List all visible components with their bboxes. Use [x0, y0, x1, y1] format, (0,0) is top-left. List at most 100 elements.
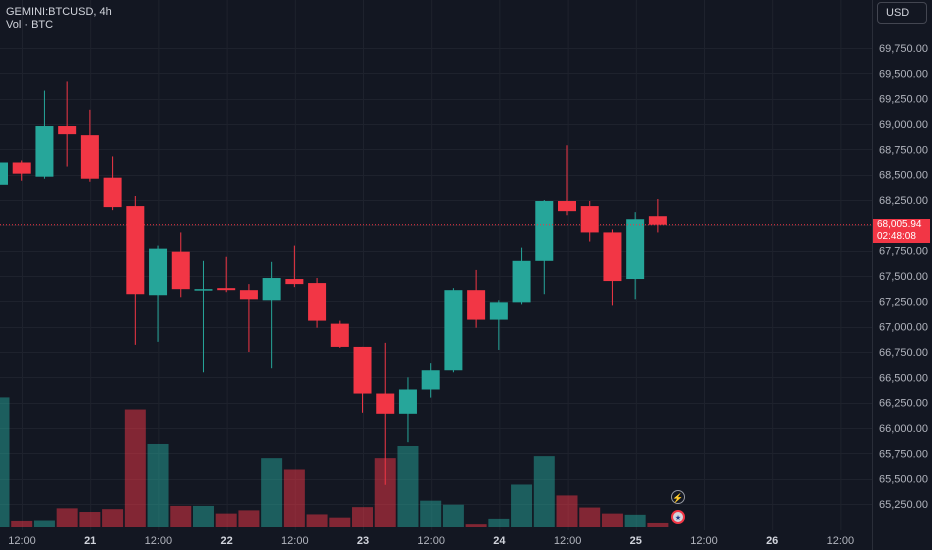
candle-body — [217, 288, 236, 291]
lightning-icon[interactable]: ⚡ — [671, 490, 685, 504]
volume-bar — [420, 500, 442, 527]
currency-button[interactable]: USD — [877, 2, 927, 24]
volume-bar — [442, 504, 464, 527]
candle-body — [421, 370, 440, 390]
candle-body — [580, 206, 599, 233]
volume-bar — [261, 458, 283, 527]
time-tick-label: 24 — [493, 535, 506, 547]
candle — [603, 229, 622, 306]
volume-bar — [647, 522, 669, 527]
price-tick-label: 67,000.00 — [879, 322, 928, 334]
volume-bar — [397, 446, 419, 527]
volume-bar — [124, 409, 146, 527]
volume-bar — [374, 458, 396, 527]
volume-bar — [579, 507, 601, 527]
volume-bar — [329, 517, 351, 527]
candle — [239, 284, 258, 352]
volume-bar — [283, 469, 305, 527]
candle-body — [262, 278, 281, 301]
candle — [467, 269, 486, 328]
candle — [35, 90, 54, 179]
candle-body — [535, 201, 554, 261]
last-price-tag: 68,005.94 02:48:08 — [873, 219, 930, 243]
candle — [171, 232, 190, 298]
candle-body — [467, 290, 486, 320]
candle — [194, 260, 213, 373]
candle — [444, 288, 463, 373]
candle-body — [353, 346, 372, 394]
time-tick-label: 12:00 — [417, 535, 445, 547]
volume-bar — [306, 514, 328, 527]
candle-body — [149, 248, 168, 296]
price-tick-label: 65,750.00 — [879, 448, 928, 460]
candle — [308, 278, 327, 328]
candle — [80, 109, 99, 182]
candle-body — [376, 393, 395, 414]
candle — [535, 200, 554, 295]
candle-body — [398, 389, 417, 414]
price-tick-label: 68,500.00 — [879, 170, 928, 182]
volume-bar — [0, 397, 10, 527]
price-tick-label: 66,000.00 — [879, 423, 928, 435]
candle-body — [80, 135, 99, 179]
volume-bar — [11, 520, 33, 527]
candle-body — [512, 260, 531, 303]
price-tick-label: 66,500.00 — [879, 372, 928, 384]
time-tick-label: 12:00 — [690, 535, 718, 547]
volume-bar — [533, 456, 555, 527]
price-tick-label: 65,500.00 — [879, 474, 928, 486]
volume-bar — [511, 484, 533, 527]
candle-body — [489, 302, 508, 320]
price-candles — [0, 81, 667, 485]
candle — [285, 245, 304, 288]
candle — [126, 195, 145, 345]
candle-body — [35, 126, 54, 177]
candle — [103, 156, 122, 211]
candle-body — [330, 323, 349, 347]
price-tick-label: 68,250.00 — [879, 195, 928, 207]
price-tick-label: 67,750.00 — [879, 246, 928, 258]
candle — [489, 300, 508, 350]
candle — [421, 363, 440, 398]
price-axis-labels: 69,750.00 69,500.00 69,250.00 69,000.00 68,7… — [879, 43, 928, 511]
volume-bar — [352, 507, 374, 527]
price-tick-label: 66,250.00 — [879, 398, 928, 410]
candle-body — [558, 201, 576, 212]
candle-body — [194, 289, 213, 291]
volume-bar — [102, 509, 124, 527]
candle-body — [126, 206, 145, 295]
candle — [376, 342, 395, 485]
volume-bar — [79, 512, 101, 527]
candle — [262, 261, 281, 369]
candle-body — [603, 232, 622, 282]
time-tick-label: 22 — [220, 535, 232, 547]
volume-bar — [465, 524, 487, 527]
candle-body — [0, 162, 8, 185]
price-tick-label: 67,250.00 — [879, 296, 928, 308]
candle-body — [648, 216, 667, 225]
volume-bar — [624, 514, 646, 527]
us-flag-icon[interactable]: ★ — [671, 510, 685, 524]
volume-bar — [33, 520, 55, 527]
candle-body — [444, 290, 463, 371]
bar-countdown: 02:48:08 — [877, 231, 916, 242]
time-tick-label: 12:00 — [827, 535, 855, 547]
price-tick-label: 66,750.00 — [879, 347, 928, 359]
candle — [558, 145, 576, 216]
volume-bar — [215, 513, 237, 527]
candle-body — [103, 177, 122, 208]
volume-bar — [147, 443, 169, 527]
price-tick-label: 69,000.00 — [879, 119, 928, 131]
volume-bar — [556, 495, 578, 527]
candle-body — [626, 219, 645, 280]
candle — [353, 346, 372, 413]
symbol-title: GEMINI:BTCUSD, 4h — [6, 6, 112, 18]
price-tick-label: 69,750.00 — [879, 43, 928, 55]
candle — [398, 377, 417, 443]
candle — [626, 212, 645, 300]
candle-body — [239, 290, 258, 300]
price-tick-label: 65,250.00 — [879, 499, 928, 511]
time-tick-label: 12:00 — [554, 535, 582, 547]
volume-bar — [170, 505, 192, 527]
